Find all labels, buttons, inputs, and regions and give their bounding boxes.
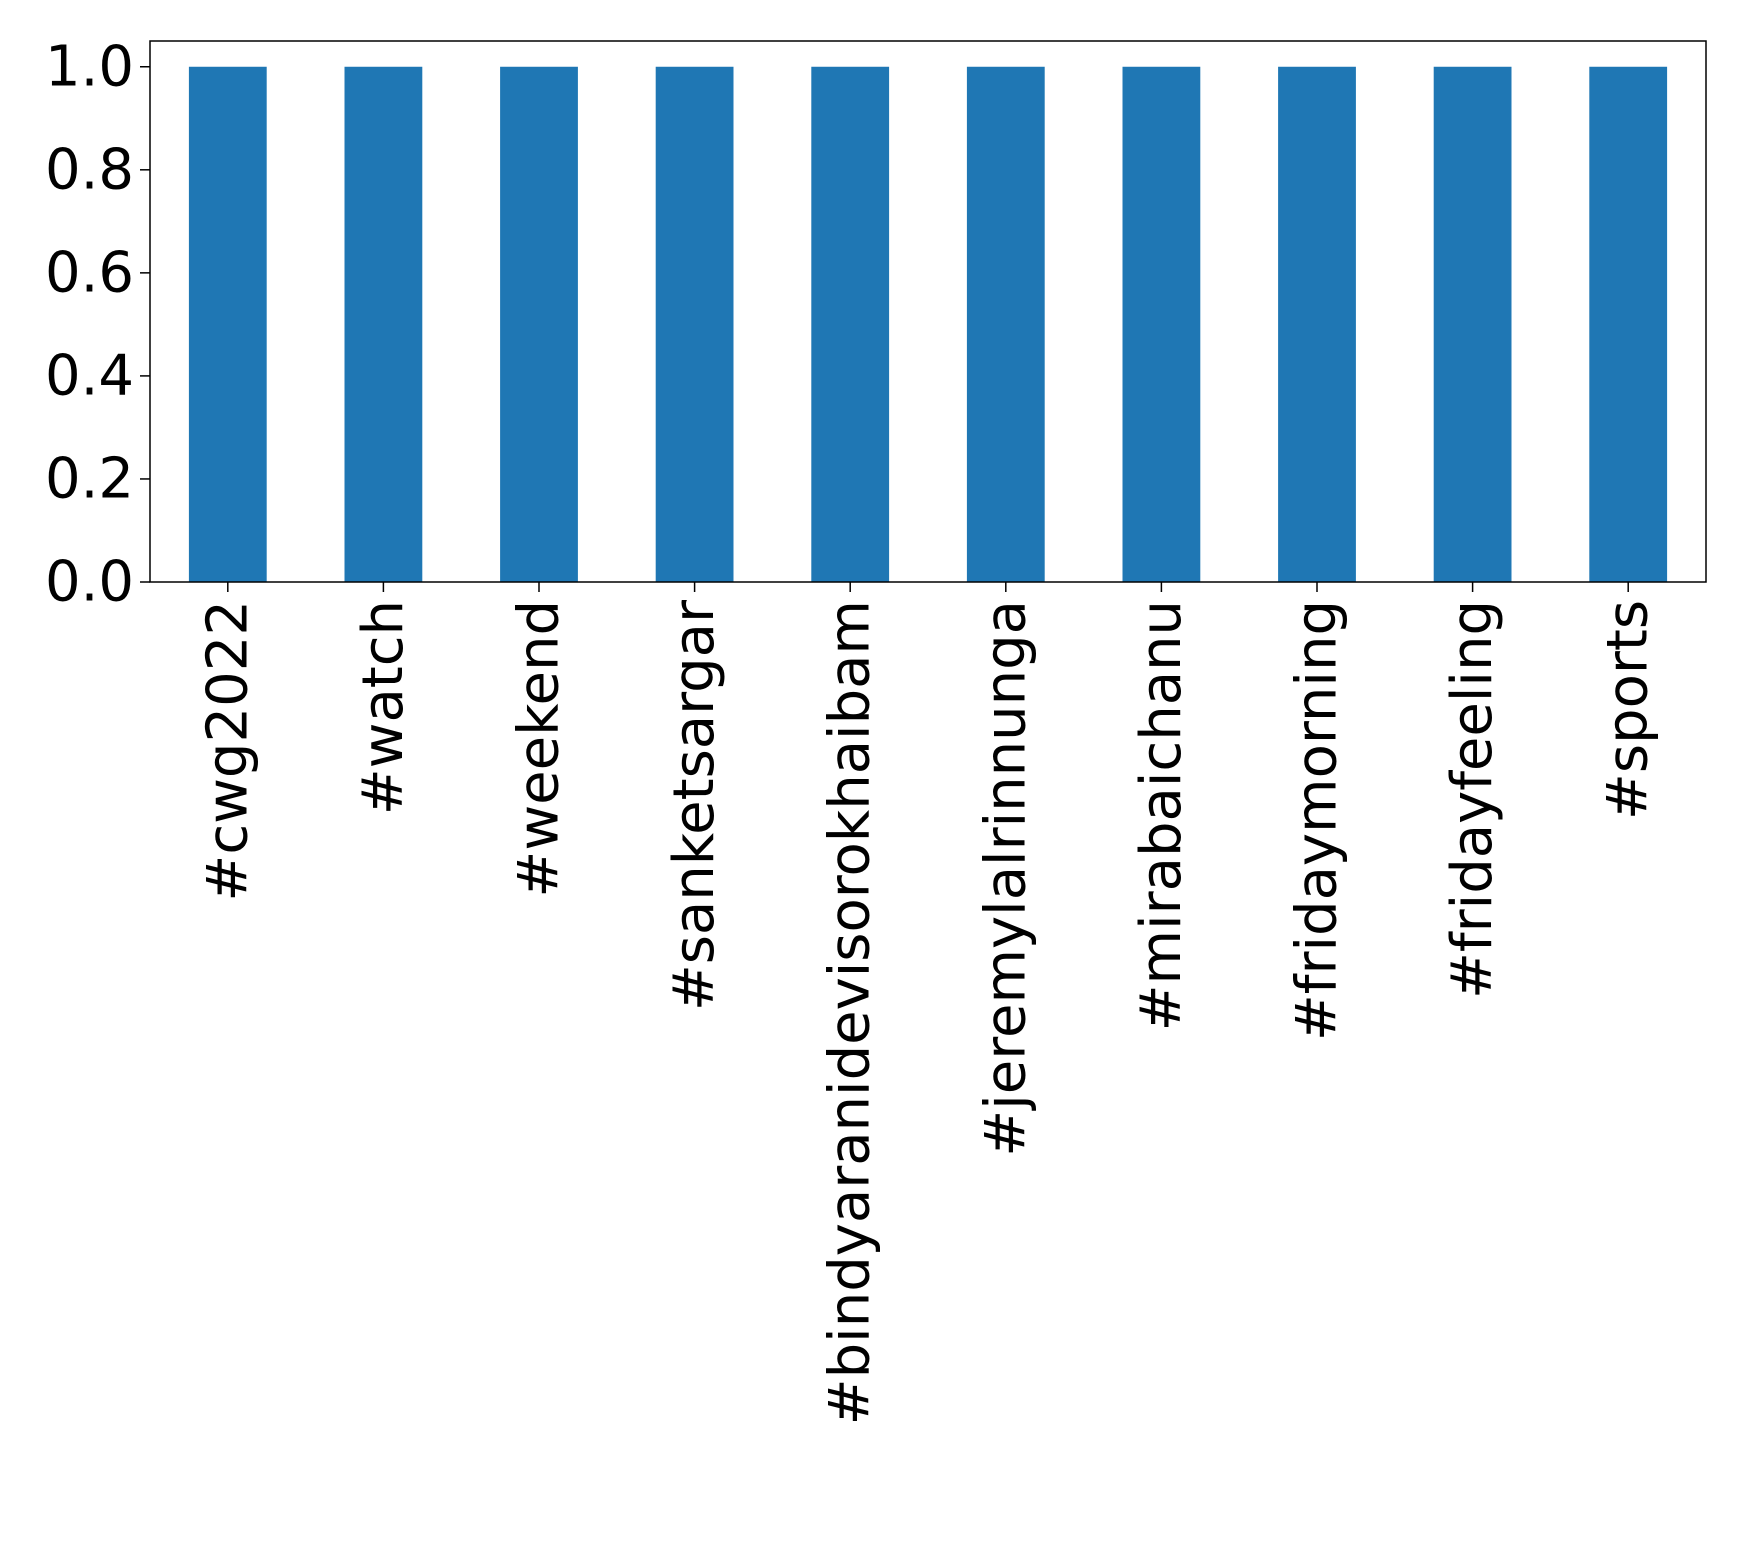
y-tick-label: 0.4 [45, 343, 134, 408]
x-tick-label: #mirabaichanu [1129, 600, 1194, 1031]
y-axis: 0.0 0.2 0.4 0.6 0.8 1.0 [45, 34, 150, 615]
bars-group [188, 66, 1668, 582]
bar-fridaymorning [1278, 66, 1356, 582]
bar-mirabaichanu [1122, 66, 1201, 582]
plot-area-frame [149, 40, 1707, 583]
y-tick-label: 1.0 [45, 34, 134, 99]
bar-cwg2022 [188, 66, 267, 582]
bar-bindyaranidevisorokhaibam [811, 66, 890, 582]
y-tick-label: 0.6 [45, 240, 134, 305]
y-tick-label: 0.0 [45, 550, 134, 615]
x-tick-label: #watch [351, 600, 416, 815]
bar-fridayfeeling [1433, 66, 1512, 582]
x-tick-label: #fridayfeeling [1440, 600, 1505, 999]
bar-jeremylalrinnunga [966, 66, 1045, 582]
x-tick-label: #bindyaranidevisorokhaibam [818, 600, 883, 1425]
x-tick-label: #sanketsargar [662, 599, 727, 1011]
y-tick-label: 0.8 [45, 137, 134, 202]
x-tick-label: #weekend [507, 600, 572, 898]
bar-weekend [500, 66, 578, 582]
bar-sports [1589, 66, 1668, 582]
x-tick-label: #jeremylalrinnunga [973, 600, 1038, 1157]
x-axis: #cwg2022 #watch #weekend #sanketsargar #bind… [195, 582, 1661, 1425]
x-tick-label: #sports [1596, 600, 1661, 820]
x-tick-label: #fridaymorning [1285, 600, 1350, 1041]
y-tick-label: 0.2 [45, 446, 134, 511]
x-tick-label: #cwg2022 [195, 600, 260, 902]
bar-watch [344, 66, 423, 582]
bar-sanketsargar [655, 66, 734, 582]
